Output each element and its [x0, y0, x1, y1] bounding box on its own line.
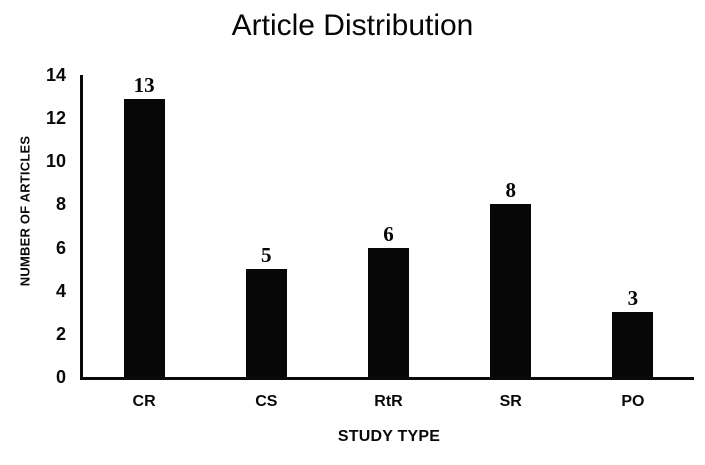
x-tick-label: SR: [499, 393, 522, 410]
x-tick-label: RtR: [374, 393, 403, 410]
bar-group-PO: 3 PO: [572, 75, 694, 410]
y-tick-label: 12: [45, 108, 66, 129]
bar: [490, 204, 532, 377]
bar-value-label: 3: [627, 286, 639, 311]
bar-group-RtR: 6 RtR: [327, 75, 449, 410]
y-tick-label: 10: [45, 151, 66, 172]
bar: [245, 269, 287, 377]
y-tick-label: 0: [55, 367, 66, 387]
bar-value-label: 13: [133, 73, 155, 97]
chart-title: Article Distribution: [231, 9, 474, 42]
y-tick-label: 8: [55, 194, 66, 215]
bar-value-label: 6: [383, 221, 394, 246]
x-axis-label: STUDY TYPE: [337, 428, 441, 445]
x-tick-label: PO: [621, 393, 645, 410]
bar-value-label: 5: [261, 243, 272, 268]
y-tick-label: 14: [45, 65, 66, 85]
bar: [612, 312, 654, 377]
y-tick-label: 4: [55, 280, 66, 301]
plot-area: 13 CR 5 CS 6 RtR 8 SR 3 PO: [80, 73, 694, 410]
x-tick-label: CR: [132, 393, 156, 410]
x-tick-label: CS: [255, 393, 278, 410]
bar-group-CS: 5 CS: [205, 75, 327, 410]
bar-value-label: 8: [505, 178, 516, 203]
bar-group-CR: 13 CR: [83, 73, 205, 410]
y-tick-label: 2: [55, 323, 66, 344]
y-tick-label: 6: [55, 237, 66, 258]
bar: [368, 247, 409, 377]
bar-group-SR: 8 SR: [450, 75, 572, 410]
bar: [123, 99, 165, 377]
